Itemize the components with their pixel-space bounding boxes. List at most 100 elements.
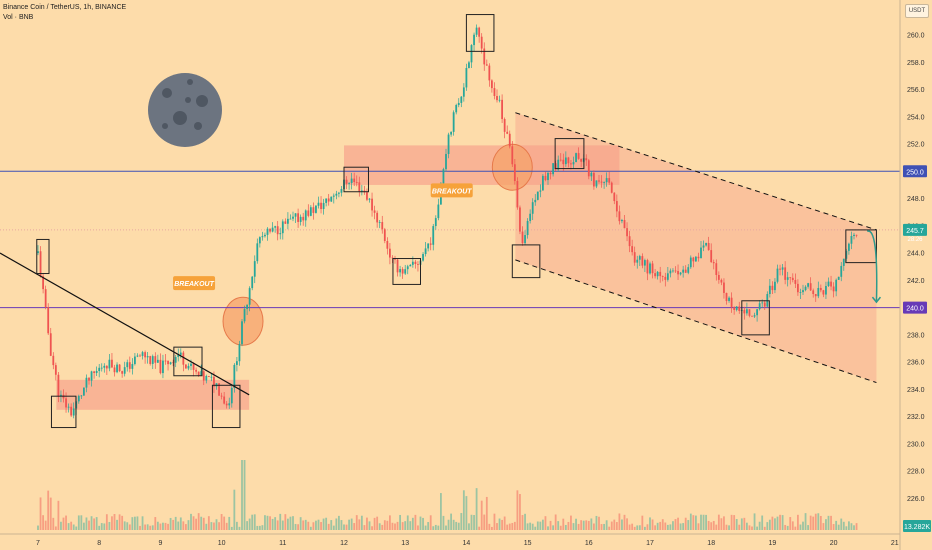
volume-bar bbox=[80, 515, 83, 530]
volume-bar bbox=[213, 522, 215, 530]
candle-body bbox=[720, 279, 723, 283]
volume-bar bbox=[462, 490, 465, 530]
candle-body bbox=[580, 158, 583, 162]
volume-bar bbox=[77, 515, 80, 530]
currency-button[interactable]: USDT bbox=[905, 4, 929, 18]
volume-bar bbox=[162, 522, 164, 530]
candle-body bbox=[151, 356, 154, 364]
candle-body bbox=[67, 406, 70, 408]
volume-bar bbox=[552, 525, 554, 530]
candle-body bbox=[320, 202, 322, 210]
volume-bar bbox=[220, 514, 223, 530]
volume-bar bbox=[164, 522, 167, 530]
candle-body bbox=[493, 88, 496, 97]
price-axis-bg bbox=[900, 0, 932, 550]
volume-bar bbox=[521, 515, 524, 530]
volume-bar bbox=[386, 520, 389, 530]
breakout-label-2-bg bbox=[430, 183, 473, 198]
candle-body bbox=[715, 263, 718, 275]
volume-bar bbox=[228, 516, 231, 530]
time-tick-label: 19 bbox=[769, 540, 777, 547]
volume-bar bbox=[475, 488, 478, 530]
volume-bar bbox=[172, 519, 175, 530]
volume-bar bbox=[424, 525, 427, 530]
candle-body bbox=[595, 180, 598, 187]
candle-body bbox=[167, 360, 169, 365]
volume-bar bbox=[325, 517, 328, 530]
volume-bar bbox=[391, 522, 394, 530]
volume-bar bbox=[348, 519, 350, 530]
volume-bar bbox=[654, 525, 656, 530]
volume-bar bbox=[761, 515, 764, 530]
candle-body bbox=[445, 153, 447, 170]
price-tick-label: 242.0 bbox=[907, 278, 925, 285]
volume-bar bbox=[536, 521, 539, 530]
candle-body bbox=[809, 283, 812, 291]
volume-bar bbox=[598, 516, 600, 530]
candle-body bbox=[70, 406, 73, 416]
volume-bar bbox=[812, 516, 815, 530]
moon-crater bbox=[185, 97, 191, 103]
highlight-box bbox=[741, 300, 770, 336]
candle-body bbox=[210, 376, 213, 378]
candle-body bbox=[136, 355, 139, 357]
candle-body bbox=[396, 259, 399, 273]
candle-body bbox=[299, 216, 302, 222]
volume-bar bbox=[633, 526, 636, 530]
candle-body bbox=[315, 205, 317, 213]
candle-body bbox=[814, 294, 817, 297]
candle-body bbox=[134, 356, 136, 365]
candle-body bbox=[455, 105, 458, 113]
candle-body bbox=[47, 307, 50, 334]
candle-body bbox=[763, 302, 766, 307]
candle-body bbox=[618, 211, 621, 222]
volume-bar bbox=[580, 520, 583, 530]
candle-body bbox=[848, 243, 850, 251]
candle-body bbox=[108, 359, 111, 369]
candle-body bbox=[144, 352, 146, 358]
candle-body bbox=[90, 371, 93, 381]
candle-body bbox=[511, 146, 514, 165]
volume-bar bbox=[562, 518, 565, 530]
volume-bar bbox=[557, 521, 560, 530]
candle-body bbox=[169, 362, 172, 365]
volume-bar bbox=[238, 526, 241, 530]
volume-bar bbox=[460, 513, 463, 530]
price-badge-label: 240.0 bbox=[906, 306, 924, 313]
candle-body bbox=[827, 281, 830, 286]
volume-bar bbox=[656, 522, 659, 530]
candle-body bbox=[738, 306, 741, 311]
volume-bar bbox=[513, 521, 516, 530]
candle-body bbox=[610, 182, 613, 193]
candle-body bbox=[292, 216, 294, 219]
candle-body bbox=[608, 178, 611, 183]
volume-bar bbox=[246, 521, 248, 530]
volume-bar bbox=[67, 523, 70, 530]
volume-bar bbox=[491, 526, 493, 530]
candle-body bbox=[661, 276, 664, 277]
candle-body bbox=[338, 192, 340, 194]
annotation-zones bbox=[0, 112, 900, 410]
candle-body bbox=[768, 285, 771, 295]
volume-bar bbox=[378, 523, 381, 530]
volume-bar bbox=[758, 521, 761, 530]
volume-bar bbox=[503, 516, 506, 530]
volume-bar bbox=[159, 523, 162, 530]
candle-body bbox=[590, 172, 593, 177]
volume-bar bbox=[381, 524, 384, 530]
time-tick-label: 8 bbox=[97, 540, 101, 547]
volume-bar bbox=[628, 524, 631, 530]
volume-bar bbox=[100, 523, 103, 530]
candle-body bbox=[781, 267, 784, 270]
candle-body bbox=[172, 362, 175, 364]
candle-body bbox=[748, 309, 751, 316]
candle-body bbox=[654, 273, 656, 277]
candle-body bbox=[241, 321, 243, 345]
volume-bar bbox=[60, 521, 62, 530]
moon-crater bbox=[187, 79, 193, 85]
price-tick-label: 248.0 bbox=[907, 196, 925, 203]
volume-bar bbox=[720, 518, 723, 530]
candle-body bbox=[659, 271, 662, 277]
volume-bar bbox=[791, 521, 794, 530]
